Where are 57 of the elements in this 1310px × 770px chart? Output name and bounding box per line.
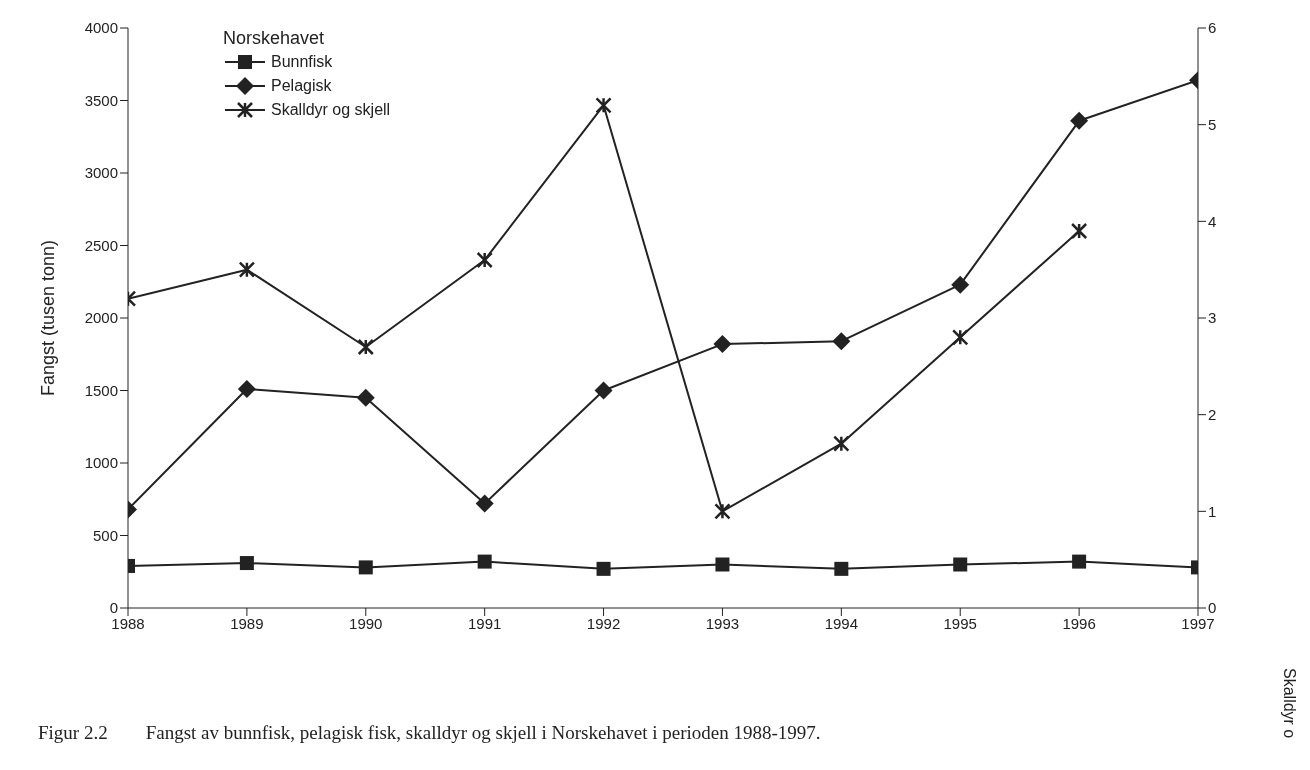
point (595, 97, 612, 114)
y-tick-label: 1000 (84, 454, 118, 472)
legend-title: Norskehavet (223, 27, 326, 50)
x-tick-label: 1996 (1062, 614, 1096, 632)
point (715, 557, 730, 572)
point (239, 556, 254, 571)
legend-label: Bunnfisk (271, 52, 333, 72)
y2-tick-label: 5 (1208, 115, 1217, 133)
y-tick-label: 2500 (84, 236, 118, 254)
point (356, 388, 375, 407)
y2-axis-title: Skalldyr o (1280, 668, 1298, 739)
x-tick-label: 1994 (824, 614, 859, 632)
point (594, 381, 613, 400)
point (476, 251, 493, 269)
x-tick-label: 1997 (1181, 614, 1215, 632)
y-tick-label: 0 (109, 599, 118, 617)
y-tick-label: 3000 (84, 164, 118, 182)
x-tick-label: 1991 (467, 614, 502, 632)
x-tick-label: 1993 (705, 614, 740, 632)
y-tick-label: 2000 (84, 309, 118, 327)
x-tick-label: 1992 (586, 614, 621, 632)
y-tick-label: 1500 (84, 381, 118, 399)
y-tick-label: 4000 (84, 19, 118, 37)
y2-tick-label: 0 (1208, 599, 1217, 617)
x-tick-label: 1995 (943, 614, 977, 632)
x-tick-label: 1988 (111, 614, 145, 632)
point (596, 561, 611, 576)
point (1070, 222, 1088, 240)
point (1072, 554, 1087, 569)
point (951, 329, 969, 346)
y2-tick-label: 3 (1208, 309, 1217, 327)
legend-label: Pelagisk (271, 76, 332, 96)
point (834, 561, 849, 576)
point (951, 275, 970, 294)
point (713, 335, 732, 354)
point (832, 332, 851, 351)
point (357, 338, 375, 356)
x-tick-label: 1989 (230, 614, 264, 632)
point (475, 494, 494, 513)
legend-label: Skalldyr og skjell (271, 100, 391, 120)
point (1070, 111, 1089, 130)
y2-tick-label: 6 (1208, 19, 1217, 37)
point (714, 503, 731, 520)
x-tick-label: 1990 (349, 614, 383, 632)
point (833, 435, 850, 452)
y2-tick-label: 2 (1208, 405, 1217, 423)
y-axis-title: Fangst (tusen tonn) (38, 239, 59, 397)
point (477, 554, 492, 569)
point (238, 261, 256, 278)
point (953, 557, 968, 572)
y-tick-label: 3500 (84, 91, 118, 109)
point (358, 560, 373, 575)
text: Figur 2.2 Fangst av bunnfisk, pelagisk fisk, skalldyr og skjell i Norskehavet i perioden 1988-1997. (38, 722, 821, 743)
point (237, 380, 256, 399)
y2-tick-label: 4 (1208, 212, 1217, 230)
y-tick-label: 500 (92, 526, 118, 544)
y2-tick-label: 1 (1208, 502, 1217, 520)
